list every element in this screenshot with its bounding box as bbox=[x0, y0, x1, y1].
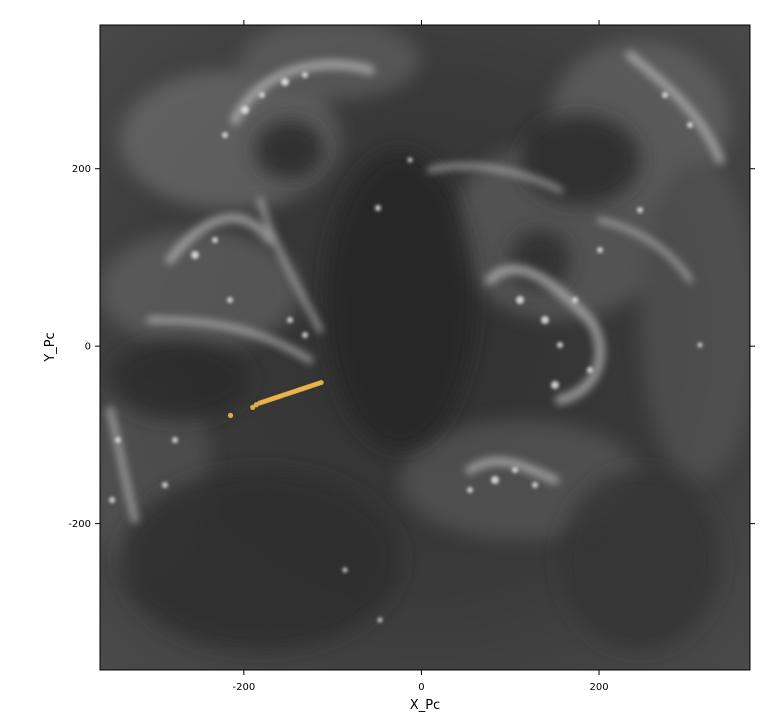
x-tick-label: 0 bbox=[418, 682, 424, 693]
y-axis-label: Y_Pc bbox=[43, 332, 58, 362]
scatter-series bbox=[227, 379, 324, 418]
dark-voids bbox=[110, 115, 720, 650]
scatter-point bbox=[250, 404, 256, 410]
y-tick-label: 200 bbox=[72, 164, 91, 175]
x-tick-label: -200 bbox=[233, 682, 256, 693]
scatter-point bbox=[227, 412, 234, 418]
scatter-point bbox=[253, 402, 259, 408]
density-image bbox=[100, 25, 750, 670]
y-tick-label: 0 bbox=[85, 342, 91, 353]
plot-frame bbox=[99, 24, 751, 671]
plot-area: -200 0 200 -200 0 200 X_Pc Y_Pc bbox=[43, 20, 755, 713]
y-tick-label: -200 bbox=[68, 519, 91, 530]
x-axis-label: X_Pc bbox=[410, 698, 440, 713]
y-axis: -200 0 200 bbox=[68, 164, 755, 530]
x-axis: -200 0 200 bbox=[233, 20, 609, 693]
bright-knots bbox=[109, 72, 703, 623]
filaments bbox=[106, 50, 725, 524]
x-tick-label: 200 bbox=[589, 682, 608, 693]
